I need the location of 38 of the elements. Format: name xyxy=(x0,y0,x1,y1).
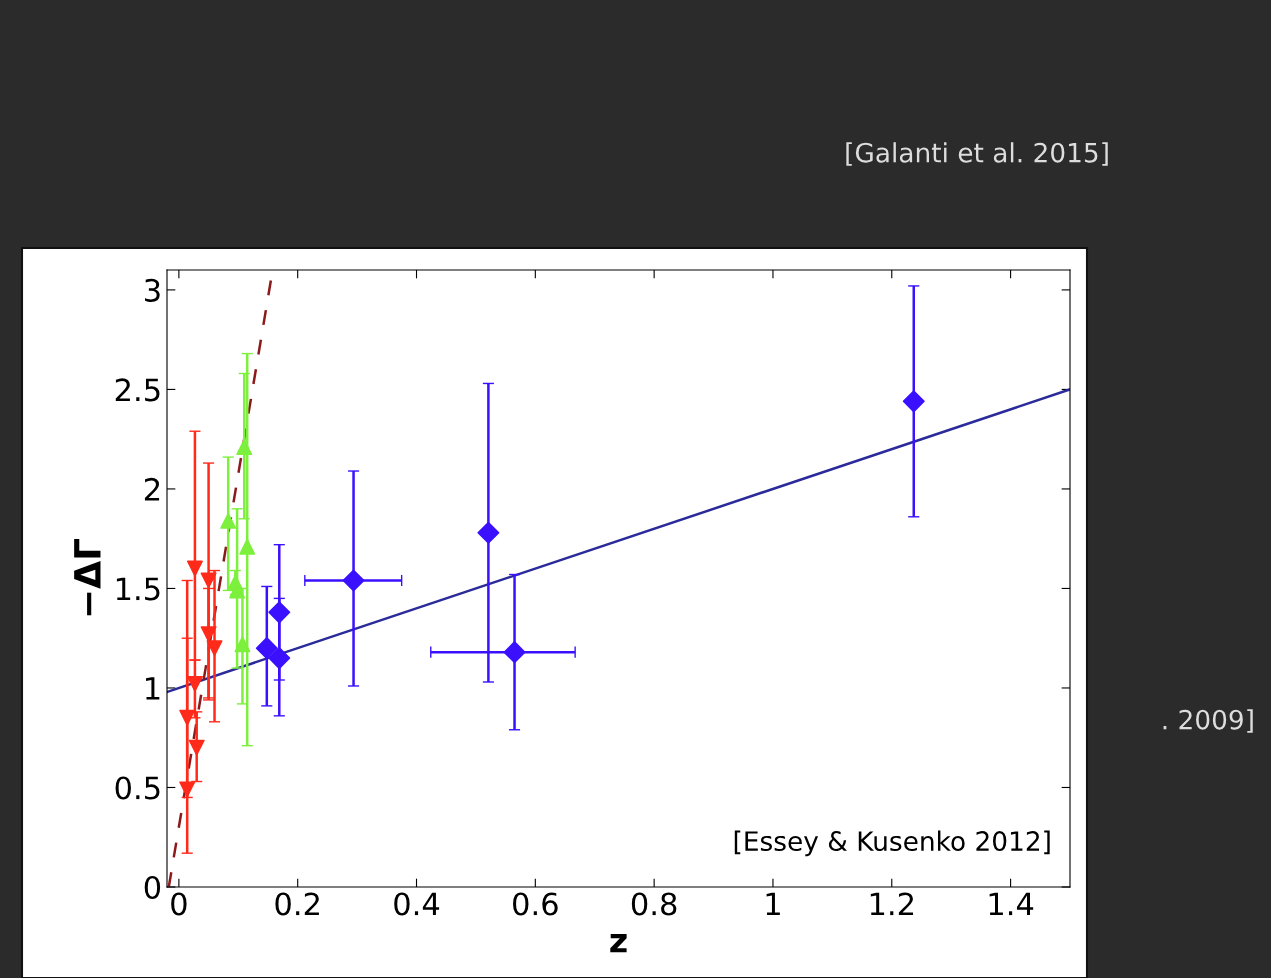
point xyxy=(268,601,291,624)
point xyxy=(186,560,203,577)
point xyxy=(503,641,526,664)
point xyxy=(477,521,500,544)
x-tick-label: 1.4 xyxy=(989,892,1034,916)
y-tick-label: 1.5 xyxy=(116,577,160,601)
annotation: [Essey & Kusenko 2012] xyxy=(734,830,1050,857)
text: [Galanti et al. 2015] xyxy=(846,142,1108,166)
y-axis-title: −ΔΓ xyxy=(74,538,101,616)
x-tick-label: 0 xyxy=(171,892,187,916)
point xyxy=(179,709,196,726)
point xyxy=(188,739,205,756)
x-axis-title: z xyxy=(610,934,627,953)
point xyxy=(186,676,203,692)
y-tick-label: 1 xyxy=(146,677,160,700)
x-tick-label: 0.4 xyxy=(394,892,440,916)
x-tick-label: 0.6 xyxy=(513,892,558,916)
point xyxy=(236,439,253,456)
x-tick-label: 0.2 xyxy=(275,892,319,916)
x-tick-label: 1 xyxy=(766,892,780,916)
y-tick-label: 3 xyxy=(145,278,160,302)
point xyxy=(239,538,256,555)
point xyxy=(342,569,365,592)
x-tick-label: 0.8 xyxy=(631,892,677,916)
point xyxy=(902,390,925,413)
x-tick-label: 1.2 xyxy=(870,892,914,916)
point xyxy=(268,647,291,670)
point xyxy=(206,640,223,657)
y-tick-label: 0.5 xyxy=(115,776,160,800)
text: . 2009] xyxy=(1163,709,1253,733)
point xyxy=(255,637,278,660)
y-tick-label: 0 xyxy=(144,875,161,900)
point xyxy=(220,512,237,529)
point xyxy=(179,781,196,798)
y-tick-label: 2.5 xyxy=(115,378,160,402)
point xyxy=(234,636,251,653)
y-tick-label: 2 xyxy=(144,477,160,501)
point xyxy=(200,572,217,589)
